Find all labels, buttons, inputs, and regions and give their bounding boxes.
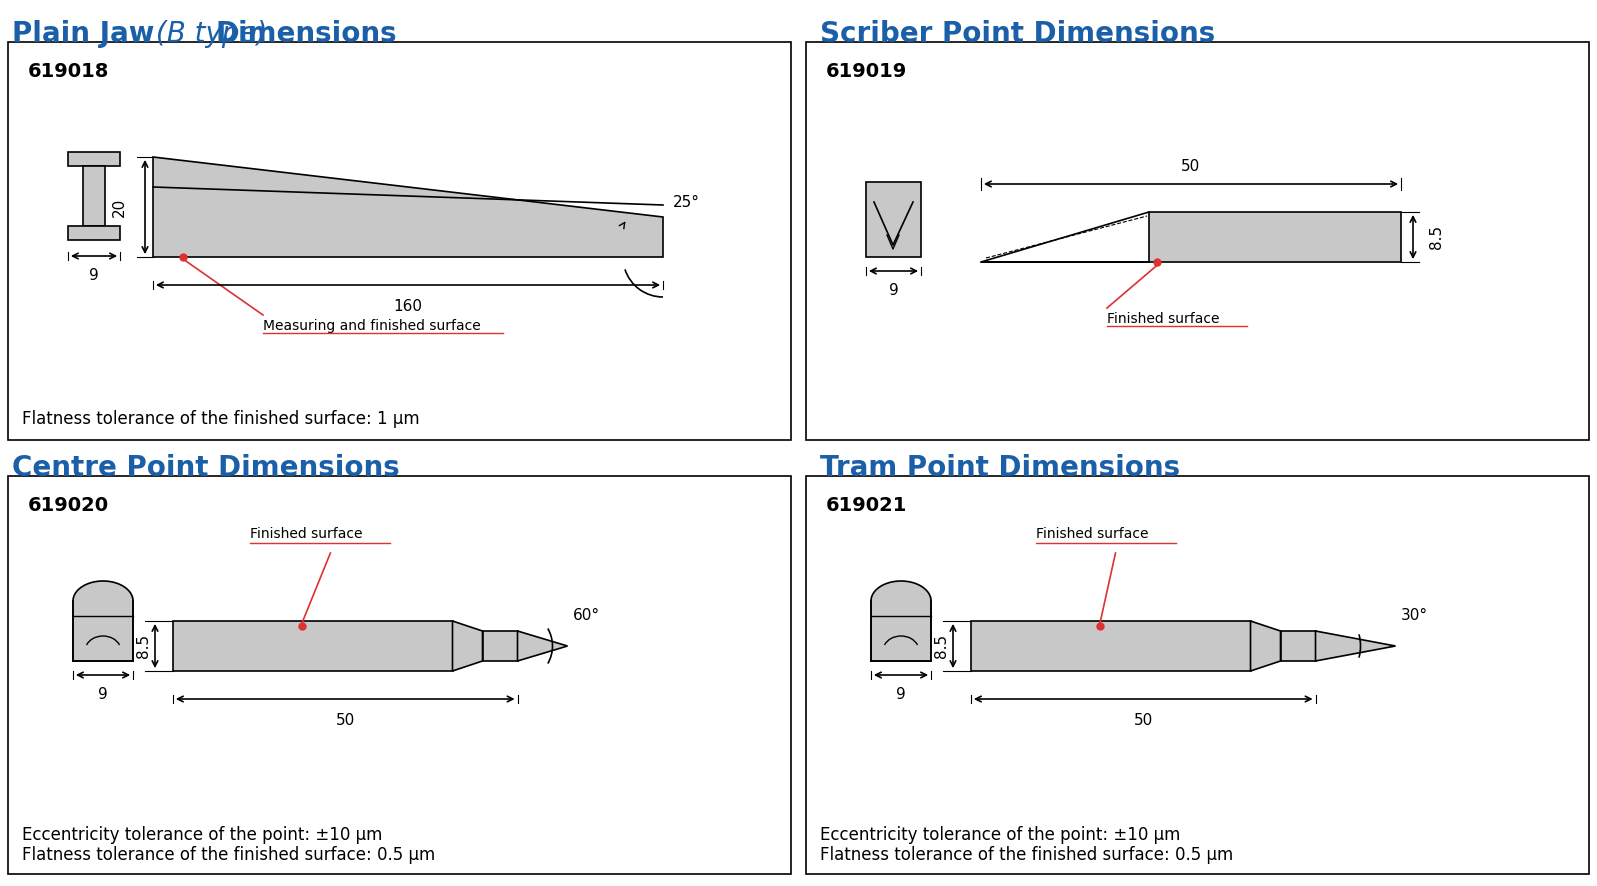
Polygon shape bbox=[517, 631, 567, 661]
Text: Eccentricity tolerance of the point: ±10 μm: Eccentricity tolerance of the point: ±10… bbox=[22, 826, 382, 844]
Polygon shape bbox=[866, 182, 921, 257]
Text: 619019: 619019 bbox=[826, 62, 907, 81]
FancyBboxPatch shape bbox=[69, 152, 120, 166]
Polygon shape bbox=[981, 212, 1401, 262]
FancyBboxPatch shape bbox=[172, 621, 452, 671]
Text: 8.5: 8.5 bbox=[934, 634, 949, 658]
Text: 619020: 619020 bbox=[29, 496, 109, 515]
Text: 8.5: 8.5 bbox=[1429, 225, 1444, 249]
Text: Eccentricity tolerance of the point: ±10 μm: Eccentricity tolerance of the point: ±10… bbox=[819, 826, 1180, 844]
FancyBboxPatch shape bbox=[806, 476, 1589, 874]
Polygon shape bbox=[153, 157, 663, 257]
Text: (B type): (B type) bbox=[147, 20, 276, 48]
Text: Centre Point Dimensions: Centre Point Dimensions bbox=[13, 454, 399, 482]
Text: Flatness tolerance of the finished surface: 0.5 μm: Flatness tolerance of the finished surfa… bbox=[22, 846, 436, 864]
FancyBboxPatch shape bbox=[870, 601, 931, 661]
Text: 160: 160 bbox=[393, 299, 423, 314]
Text: 9: 9 bbox=[89, 268, 99, 283]
Text: Flatness tolerance of the finished surface: 0.5 μm: Flatness tolerance of the finished surfa… bbox=[819, 846, 1233, 864]
Text: Finished surface: Finished surface bbox=[1107, 312, 1220, 326]
Text: Tram Point Dimensions: Tram Point Dimensions bbox=[819, 454, 1180, 482]
Text: 9: 9 bbox=[896, 687, 905, 702]
Text: 25°: 25° bbox=[672, 195, 699, 209]
Text: Measuring and finished surface: Measuring and finished surface bbox=[264, 319, 481, 333]
Text: 619021: 619021 bbox=[826, 496, 907, 515]
FancyBboxPatch shape bbox=[1281, 631, 1316, 661]
Text: Dimensions: Dimensions bbox=[216, 20, 396, 48]
Text: Plain Jaw: Plain Jaw bbox=[13, 20, 155, 48]
Text: Finished surface: Finished surface bbox=[251, 527, 363, 541]
FancyBboxPatch shape bbox=[83, 166, 105, 226]
Text: 8.5: 8.5 bbox=[136, 634, 152, 658]
Polygon shape bbox=[1316, 631, 1396, 661]
Polygon shape bbox=[452, 621, 482, 671]
FancyBboxPatch shape bbox=[482, 631, 517, 661]
FancyBboxPatch shape bbox=[8, 42, 791, 440]
Text: 60°: 60° bbox=[572, 609, 599, 624]
FancyBboxPatch shape bbox=[69, 226, 120, 240]
FancyBboxPatch shape bbox=[971, 621, 1250, 671]
Text: 30°: 30° bbox=[1401, 609, 1428, 624]
Text: 20: 20 bbox=[112, 198, 128, 216]
Text: 50: 50 bbox=[335, 713, 355, 728]
Text: 9: 9 bbox=[97, 687, 109, 702]
Text: 9: 9 bbox=[888, 283, 899, 298]
FancyBboxPatch shape bbox=[73, 601, 133, 661]
FancyBboxPatch shape bbox=[8, 476, 791, 874]
Text: 619018: 619018 bbox=[29, 62, 109, 81]
Text: 50: 50 bbox=[1182, 159, 1201, 174]
Text: Scriber Point Dimensions: Scriber Point Dimensions bbox=[819, 20, 1215, 48]
Polygon shape bbox=[1250, 621, 1281, 671]
Text: 50: 50 bbox=[1134, 713, 1153, 728]
Text: Finished surface: Finished surface bbox=[1035, 527, 1148, 541]
Text: Flatness tolerance of the finished surface: 1 μm: Flatness tolerance of the finished surfa… bbox=[22, 410, 420, 428]
FancyBboxPatch shape bbox=[806, 42, 1589, 440]
